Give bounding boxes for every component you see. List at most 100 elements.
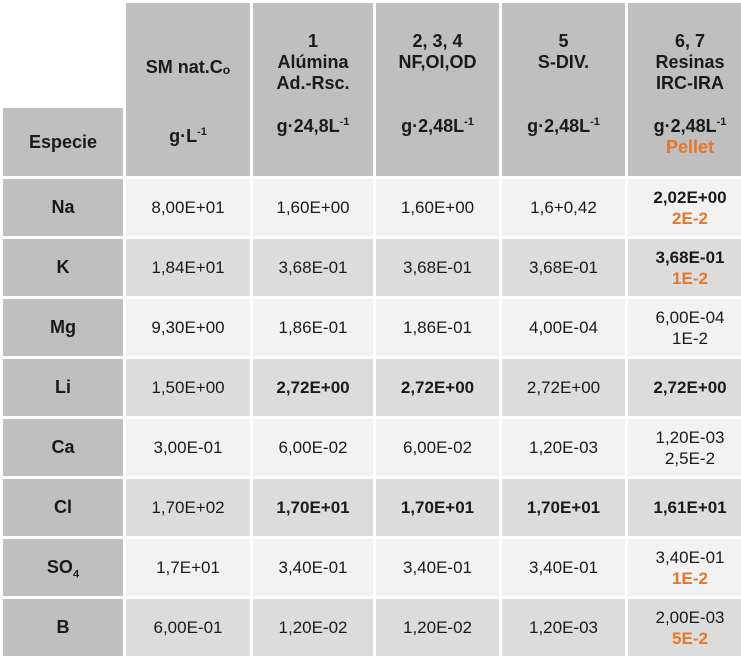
value-cell: 1,86E-01 <box>376 299 499 356</box>
value-cell: 6,00E-01 <box>126 599 250 656</box>
cell-value: 2,72E+00 <box>276 378 350 397</box>
value-cell: 2,72E+00 <box>253 359 373 416</box>
value-cell: 1,60E+00 <box>376 179 499 236</box>
cell-value: 2,72E+00 <box>653 378 727 397</box>
cell-value: 3,68E-01 <box>278 258 348 277</box>
col-header-line: NF,OI,OD <box>398 52 477 72</box>
col-header-line: 5 <box>558 31 569 51</box>
cell-value: 1,61E+01 <box>653 498 727 517</box>
value-cell: 3,68E-01 <box>376 239 499 296</box>
cell-value: 1,20E-02 <box>403 618 472 637</box>
cell-value: 1,70E+01 <box>276 498 350 517</box>
species-name: B <box>56 617 70 637</box>
col-header-resinas-unit: g·2,48L-1 <box>654 116 727 137</box>
col-header-line: 1 <box>307 31 318 51</box>
col-header-resinas-extra: Pellet <box>665 137 715 157</box>
value-cell: 1,61E+01 <box>628 479 741 536</box>
col-header-sm-unit: g·L-1 <box>169 126 207 147</box>
col-header-line: Ad.-Rsc. <box>276 73 350 93</box>
value-cell: 3,68E-01 <box>502 239 625 296</box>
cell-secondary-value: 2,5E-2 <box>664 448 716 468</box>
value-cell: 2,72E+00 <box>502 359 625 416</box>
value-cell: 1,20E-02 <box>376 599 499 656</box>
cell-value: 3,68E-01 <box>655 247 725 267</box>
species-name: K <box>56 257 70 277</box>
cell-value: 1,86E-01 <box>278 318 348 337</box>
cell-value: 1,20E-03 <box>529 618 598 637</box>
cell-value: 1,20E-02 <box>278 618 348 637</box>
value-cell: 3,00E-01 <box>126 419 250 476</box>
species-cell: SO4 <box>3 539 123 596</box>
concentration-table: Especie SM nat.Cₒ g·L-1 1 Alúmina Ad.-Rs… <box>3 3 741 656</box>
cell-value: 1,86E-01 <box>403 318 472 337</box>
value-cell: 1,6+0,42 <box>502 179 625 236</box>
cell-secondary-value: 1E-2 <box>672 328 708 348</box>
species-header: Especie <box>3 108 123 176</box>
cell-value: 2,72E+00 <box>400 378 475 397</box>
col-header-line: 6, 7 <box>674 31 706 51</box>
value-cell: 8,00E+01 <box>126 179 250 236</box>
value-cell: 1,70E+01 <box>253 479 373 536</box>
species-name: Cl <box>54 497 72 517</box>
col-header-line: 2, 3, 4 <box>412 31 463 51</box>
col-header-sm-title: SM nat.Cₒ <box>145 57 231 77</box>
cell-secondary-value: 1E-2 <box>672 268 708 288</box>
unit-exponent: -1 <box>716 116 727 128</box>
value-cell: 1,20E-03 2,5E-2 <box>628 419 741 476</box>
header-corner: Especie <box>3 3 123 176</box>
col-header-line: IRC-IRA <box>656 73 724 93</box>
value-cell: 1,70E+01 <box>376 479 499 536</box>
value-cell: 2,72E+00 <box>628 359 741 416</box>
value-cell: 6,00E-02 <box>253 419 373 476</box>
col-header-alumina-unit: g·24,8L-1 <box>277 116 350 137</box>
cell-value: 2,02E+00 <box>653 187 727 207</box>
cell-value: 2,72E+00 <box>526 378 601 397</box>
cell-value: 9,30E+00 <box>151 318 225 337</box>
cell-secondary-value: 5E-2 <box>672 628 708 648</box>
value-cell: 3,68E-01 <box>253 239 373 296</box>
value-cell: 6,00E-04 1E-2 <box>628 299 741 356</box>
cell-value: 1,84E+01 <box>151 258 225 277</box>
value-cell: 1,50E+00 <box>126 359 250 416</box>
cell-value: 6,00E-02 <box>278 438 348 457</box>
value-cell: 1,70E+02 <box>126 479 250 536</box>
value-cell: 3,40E-01 <box>502 539 625 596</box>
cell-value: 1,70E+01 <box>526 498 601 517</box>
cell-value: 1,20E-03 <box>529 438 598 457</box>
species-cell: Mg <box>3 299 123 356</box>
species-name: Ca <box>51 437 75 457</box>
cell-value: 3,40E-01 <box>529 558 598 577</box>
cell-value: 1,50E+00 <box>151 378 225 397</box>
unit-exponent: -1 <box>197 126 207 138</box>
value-cell: 1,70E+01 <box>502 479 625 536</box>
species-cell: Li <box>3 359 123 416</box>
unit-text: g·2,48L <box>527 116 591 136</box>
cell-value: 3,68E-01 <box>403 258 472 277</box>
cell-value: 6,00E-01 <box>153 618 223 637</box>
col-header-line: Alúmina <box>277 52 349 72</box>
col-header-resinas: 6, 7 Resinas IRC-IRA g·2,48L-1 Pellet <box>628 3 741 176</box>
unit-text: g·L <box>169 126 198 146</box>
unit-exponent: -1 <box>590 116 600 128</box>
cell-value: 3,00E-01 <box>153 438 223 457</box>
value-cell: 1,84E+01 <box>126 239 250 296</box>
cell-secondary-value: 1E-2 <box>672 568 708 588</box>
value-cell: 1,20E-03 <box>502 599 625 656</box>
species-cell: Na <box>3 179 123 236</box>
species-name: Li <box>55 377 71 397</box>
species-subscript: 4 <box>72 568 80 581</box>
cell-value: 1,6+0,42 <box>530 198 597 217</box>
cell-value: 1,7E+01 <box>156 558 220 577</box>
value-cell: 1,7E+01 <box>126 539 250 596</box>
cell-value: 8,00E+01 <box>151 198 225 217</box>
species-cell: B <box>3 599 123 656</box>
value-cell: 3,40E-01 <box>376 539 499 596</box>
value-cell: 1,60E+00 <box>253 179 373 236</box>
value-cell: 2,00E-03 5E-2 <box>628 599 741 656</box>
cell-value: 3,40E-01 <box>655 547 725 567</box>
species-name: Mg <box>50 317 76 337</box>
cell-value: 4,00E-04 <box>529 318 598 337</box>
value-cell: 1,20E-02 <box>253 599 373 656</box>
cell-value: 6,00E-02 <box>403 438 472 457</box>
cell-value: 1,70E+01 <box>400 498 475 517</box>
